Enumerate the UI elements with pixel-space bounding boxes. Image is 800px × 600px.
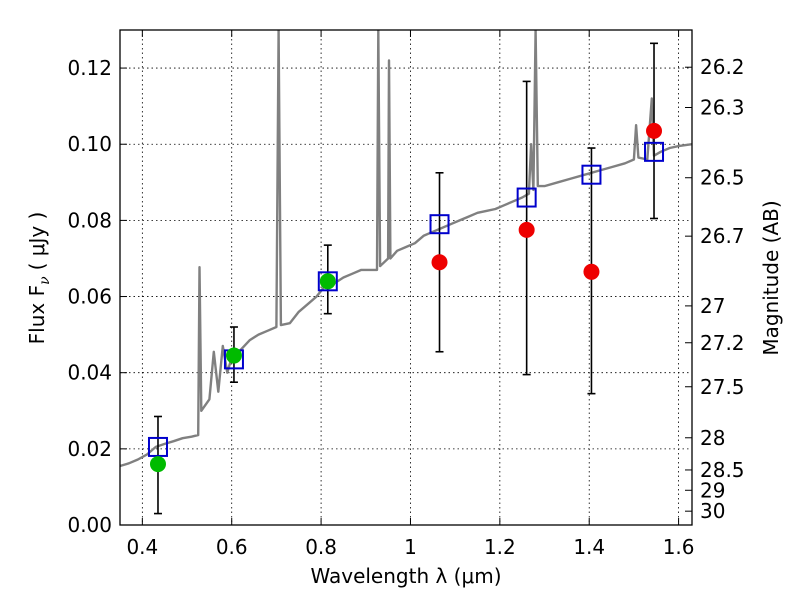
x-axis-label: Wavelength λ (μm)	[310, 564, 501, 588]
x-tick-label: 0.6	[216, 535, 248, 559]
red-data-point	[646, 122, 663, 139]
plot-area	[120, 30, 692, 515]
y-tick-label: 0.04	[67, 361, 112, 385]
right-y-tick-label: 28.5	[700, 458, 745, 482]
y-tick-label: 0.12	[67, 56, 112, 80]
x-tick-label: 1	[404, 535, 417, 559]
left-y-axis-label: Flux Fν ( μJy )	[25, 212, 53, 345]
red-data-point	[583, 263, 600, 280]
right-y-tick-label: 26.5	[700, 166, 745, 190]
model-square-point	[429, 214, 450, 235]
red-data-point	[518, 221, 535, 238]
model-square-point	[644, 141, 665, 162]
y-axis-label-units: ( μJy )	[25, 212, 49, 271]
y-tick-label: 0.08	[67, 208, 112, 232]
plot-frame	[119, 29, 693, 526]
right-y-tick-label: 26.3	[700, 95, 745, 119]
tick-marks	[120, 30, 692, 526]
red-data-point	[431, 254, 448, 271]
x-tick-label: 0.4	[126, 535, 158, 559]
right-y-tick-label: 27.5	[700, 375, 745, 399]
right-y-tick-label: 29	[700, 478, 725, 502]
tick-labels: 0.4 0.6 0.8 1 1.2 1.4 1.6 0.00 0.02 0.04 0.06 0.08 0…	[67, 55, 744, 559]
model-square-point	[581, 164, 602, 185]
spectrum-line	[120, 30, 692, 468]
x-tick-label: 0.8	[305, 535, 337, 559]
y-tick-label: 0.06	[67, 285, 112, 309]
model-square-point	[147, 436, 168, 457]
model-square-point	[516, 187, 537, 208]
right-y-tick-label: 28	[700, 426, 725, 450]
y-tick-label: 0.02	[67, 437, 112, 461]
x-tick-label: 1.2	[484, 535, 516, 559]
right-y-tick-label: 30	[700, 499, 725, 523]
right-y-tick-label: 27	[700, 294, 725, 318]
right-y-tick-label: 27.2	[700, 331, 745, 355]
y-axis-label-flux: Flux F	[25, 285, 49, 344]
green-data-point	[225, 347, 242, 364]
y-tick-label: 0.00	[67, 513, 112, 537]
x-tick-label: 1.4	[573, 535, 605, 559]
right-y-axis-label: Magnitude (AB)	[759, 200, 783, 355]
green-data-point	[149, 456, 166, 473]
svg-text:Flux Fν( μJy ): Flux Fν ( μJy )	[25, 212, 53, 345]
x-tick-label: 1.6	[663, 535, 695, 559]
right-y-tick-label: 26.2	[700, 55, 745, 79]
green-data-point	[319, 273, 336, 290]
y-tick-label: 0.10	[67, 132, 112, 156]
right-y-tick-label: 26.7	[700, 224, 745, 248]
model-square-point	[317, 271, 338, 292]
y-axis-label-subscript: ν	[37, 276, 53, 285]
